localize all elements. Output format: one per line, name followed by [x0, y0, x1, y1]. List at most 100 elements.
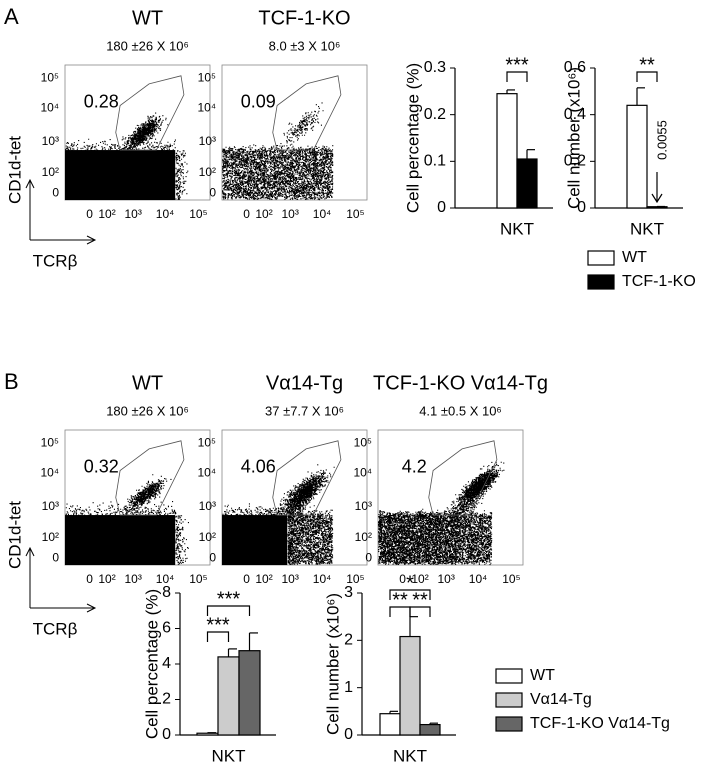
y-tick-label: 10⁴ [40, 100, 59, 114]
event-density [65, 515, 176, 565]
plot-frame [377, 429, 524, 566]
bar [646, 206, 668, 209]
gate [272, 75, 342, 151]
plot-title: WT [132, 372, 163, 394]
y-tick-label: 0.3 [424, 59, 446, 76]
significance-label: *** [505, 54, 529, 76]
x-tick-label: 10⁵ [189, 207, 207, 221]
event-density [65, 150, 176, 200]
significance-label: *** [217, 588, 241, 610]
panel-label: B [4, 369, 19, 394]
x-tick-label: 10⁵ [346, 207, 364, 221]
significance-bracket [506, 71, 528, 82]
plot-title: Vα14-Tg [266, 372, 343, 394]
y-axis-label: Cell number (x10⁶) [323, 593, 342, 735]
y-tick-label: 10⁴ [197, 465, 216, 479]
y-tick-label: 0 [577, 199, 586, 216]
x-tick-label: 10⁴ [313, 207, 332, 221]
y-tick-label: 10⁵ [41, 436, 59, 450]
y-axis-label: Cell number (x10⁶) [564, 67, 583, 209]
y-tick-label: 10³ [355, 499, 372, 513]
x-tick-label: 0 [399, 572, 406, 586]
y-tick-label: 10⁵ [198, 436, 216, 450]
gate [428, 440, 498, 516]
y-tick-label: 0 [52, 185, 59, 199]
legend-label: WT [622, 249, 647, 266]
plot-title: WT [132, 7, 163, 29]
axis-arrow [25, 546, 97, 613]
x-tick-label: 10³ [437, 572, 454, 586]
y-tick-label: 10³ [199, 134, 216, 148]
x-tick-label: 10⁴ [469, 572, 488, 586]
x-tick-label: 0 [243, 572, 250, 586]
significance-bracket [389, 589, 431, 600]
gate-percentage: 4.06 [241, 457, 276, 477]
y-axis-label: CD1d-tet [5, 501, 24, 569]
x-tick-label: 10² [98, 207, 115, 221]
significance-label: * [406, 572, 414, 594]
bar [217, 656, 240, 736]
plot-title: TCF-1-KO Vα14-Tg [373, 372, 548, 394]
x-tick-label: 10⁴ [313, 572, 332, 586]
y-axis-label: Cell percentage (%) [403, 63, 422, 213]
axis-arrow [25, 178, 97, 245]
value-arrow [651, 172, 663, 204]
cell-count: 4.1 ±0.5 X 10⁶ [419, 403, 502, 418]
x-tick-label: 10⁴ [156, 572, 175, 586]
x-tick-label: 10⁵ [502, 572, 520, 586]
significance-bracket [206, 605, 251, 616]
y-tick-label: 0.1 [424, 153, 446, 170]
y-tick-label: 0 [344, 726, 353, 743]
legend-label: WT [530, 667, 555, 684]
y-tick-label: 1 [344, 679, 353, 696]
y-tick-label: 3 [344, 584, 353, 601]
legend-swatch [587, 250, 615, 266]
y-tick-label: 10² [199, 530, 216, 544]
x-tick-label: 10² [411, 572, 428, 586]
x-tick-label: NKT [212, 746, 246, 765]
events [378, 461, 505, 566]
gate-percentage: 0.32 [84, 457, 119, 477]
x-tick-label: 10³ [124, 572, 141, 586]
y-axis-label: CD1d-tet [5, 136, 24, 204]
y-tick-label: 4 [162, 655, 171, 672]
y-tick-label: 10⁴ [40, 465, 59, 479]
y-tick-label: 2 [162, 691, 171, 708]
significance-label: *** [206, 614, 230, 636]
event-density [222, 515, 288, 565]
x-tick-label: 10⁵ [346, 572, 364, 586]
y-tick-label: 0.2 [424, 106, 446, 123]
x-tick-label: NKT [630, 219, 664, 238]
x-tick-label: 10³ [124, 207, 141, 221]
x-tick-label: 10⁴ [156, 207, 175, 221]
significance-bracket [206, 631, 230, 642]
bar [516, 158, 538, 209]
value-label: 0.0055 [654, 120, 669, 160]
legend-swatch [587, 274, 615, 290]
x-tick-label: 10² [255, 207, 272, 221]
y-tick-label: 0.4 [564, 106, 586, 123]
legend-swatch [495, 668, 523, 684]
x-tick-label: NKT [500, 219, 534, 238]
bar [626, 104, 648, 209]
y-tick-label: 10⁵ [354, 436, 372, 450]
y-tick-label: 0.6 [564, 59, 586, 76]
y-tick-label: 2 [344, 632, 353, 649]
bar [419, 723, 441, 736]
y-tick-label: 0 [365, 550, 372, 564]
bar [496, 93, 518, 209]
bar [379, 713, 401, 736]
y-tick-label: 0 [209, 185, 216, 199]
plot-frame [221, 429, 368, 566]
gate-percentage: 0.09 [241, 92, 276, 112]
gate [272, 440, 342, 516]
legend-label: TCF-1-KO Vα14-Tg [530, 715, 670, 732]
x-tick-label: NKT [393, 746, 427, 765]
y-tick-label: 8 [162, 584, 171, 601]
cell-count: 180 ±26 X 10⁶ [106, 403, 189, 418]
x-tick-label: 10² [98, 572, 115, 586]
legend-label: TCF-1-KO [622, 273, 696, 290]
y-tick-label: 10³ [42, 134, 59, 148]
y-tick-label: 10⁵ [198, 71, 216, 85]
